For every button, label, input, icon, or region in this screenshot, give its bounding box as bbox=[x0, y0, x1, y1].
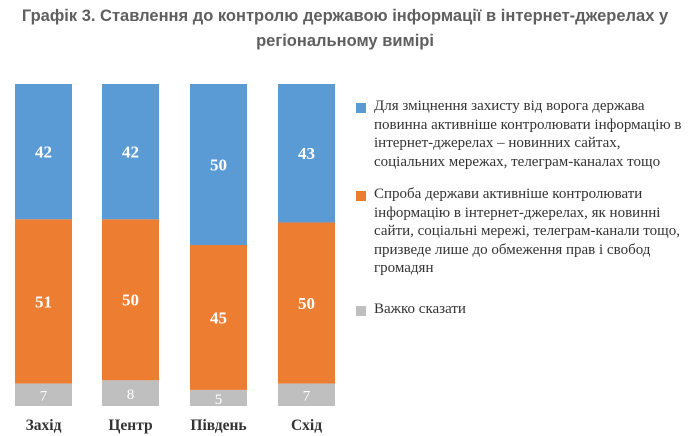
legend-label-0: Для зміцнення захисту від ворога держава… bbox=[374, 98, 682, 170]
legend-swatch-1 bbox=[356, 191, 366, 201]
data-label-0-2: 42 bbox=[35, 143, 52, 162]
bar-segment-2-0 bbox=[190, 389, 247, 406]
category-label-2: Південь bbox=[190, 417, 246, 434]
legend: Для зміцнення захисту від ворога держава… bbox=[356, 97, 686, 329]
bar-segment-3-0 bbox=[278, 383, 335, 406]
category-label-0: Захід bbox=[26, 417, 62, 434]
bar-segment-3-2 bbox=[278, 84, 335, 223]
bar-segment-0-2 bbox=[15, 84, 72, 220]
data-label-3-0: 7 bbox=[303, 389, 311, 405]
data-label-2-1: 45 bbox=[210, 308, 227, 327]
value-labels-group: 7 51 42 8 50 42 5 45 50 7 50 43 bbox=[35, 143, 315, 408]
legend-swatch-0 bbox=[356, 103, 366, 113]
data-label-1-0: 8 bbox=[127, 387, 135, 403]
bar-segment-2-1 bbox=[190, 245, 247, 390]
legend-label-2: Важко сказати bbox=[374, 300, 466, 317]
data-label-2-2: 50 bbox=[210, 156, 227, 175]
category-label-1: Центр bbox=[108, 417, 152, 434]
bars-group bbox=[15, 84, 335, 406]
data-label-1-2: 42 bbox=[122, 143, 139, 162]
chart-title: Графік 3. Ставлення до контролю державою… bbox=[21, 7, 669, 50]
legend-item-0: Для зміцнення захисту від ворога держава… bbox=[356, 97, 686, 171]
data-label-3-1: 50 bbox=[298, 294, 315, 313]
data-label-0-1: 51 bbox=[35, 292, 52, 311]
bar-segment-0-0 bbox=[15, 383, 72, 406]
data-label-1-1: 50 bbox=[122, 291, 139, 310]
data-label-3-2: 43 bbox=[298, 144, 315, 163]
data-label-0-0: 7 bbox=[40, 389, 48, 405]
legend-label-1: Спроба держави активніше контролювати ін… bbox=[374, 186, 680, 276]
bar-segment-0-1 bbox=[15, 219, 72, 384]
bar-segment-1-2 bbox=[102, 84, 159, 220]
bar-segment-3-1 bbox=[278, 222, 335, 384]
legend-item-2: Важко сказати bbox=[356, 300, 686, 319]
bar-segment-1-1 bbox=[102, 219, 159, 381]
data-label-2-0: 5 bbox=[215, 392, 223, 408]
category-label-3: Схід bbox=[291, 417, 322, 434]
bar-segment-2-2 bbox=[190, 84, 247, 245]
legend-item-1: Спроба держави активніше контролювати ін… bbox=[356, 185, 686, 278]
legend-swatch-2 bbox=[356, 305, 366, 316]
category-labels-group: Захід Центр Південь Схід bbox=[26, 417, 323, 434]
bar-segment-1-0 bbox=[102, 380, 159, 406]
